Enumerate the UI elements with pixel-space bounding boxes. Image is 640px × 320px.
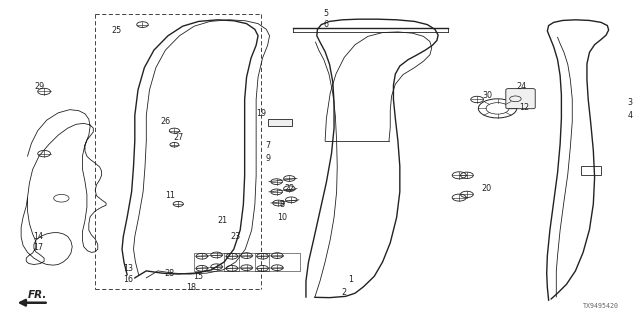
Text: 20: 20 [481,184,491,193]
Bar [268,119,292,125]
Text: 12: 12 [519,103,529,112]
Text: 19: 19 [256,109,266,118]
Text: 14: 14 [33,232,43,241]
Text: 26: 26 [161,117,170,126]
Text: 17: 17 [33,243,43,252]
Text: 16: 16 [124,275,133,284]
Text: 23: 23 [230,232,241,241]
Text: 10: 10 [276,213,287,222]
Text: 30: 30 [483,91,492,100]
Text: 22: 22 [284,184,294,193]
Text: 4: 4 [627,111,632,120]
Text: 29: 29 [34,82,44,91]
Text: 9: 9 [265,154,270,163]
Text: 24: 24 [516,82,526,91]
Text: 15: 15 [194,272,204,281]
Text: 13: 13 [124,264,133,273]
Bar [194,253,239,270]
Bar [255,253,300,270]
Text: 21: 21 [218,216,228,225]
Text: 6: 6 [324,20,329,29]
Text: 2: 2 [342,288,347,297]
Text: 11: 11 [165,190,175,200]
Text: 1: 1 [348,275,353,284]
Text: 8: 8 [279,200,284,209]
Text: 3: 3 [627,98,632,107]
Text: 28: 28 [165,268,175,278]
Text: 18: 18 [186,283,196,292]
Text: FR.: FR. [28,290,47,300]
Bar [224,253,269,270]
Text: 5: 5 [324,9,329,18]
Text: 7: 7 [265,141,270,150]
Text: 27: 27 [173,133,183,142]
Text: 25: 25 [112,27,122,36]
Text: TX9495420: TX9495420 [583,303,619,309]
Bar [580,166,601,175]
FancyBboxPatch shape [506,89,535,109]
